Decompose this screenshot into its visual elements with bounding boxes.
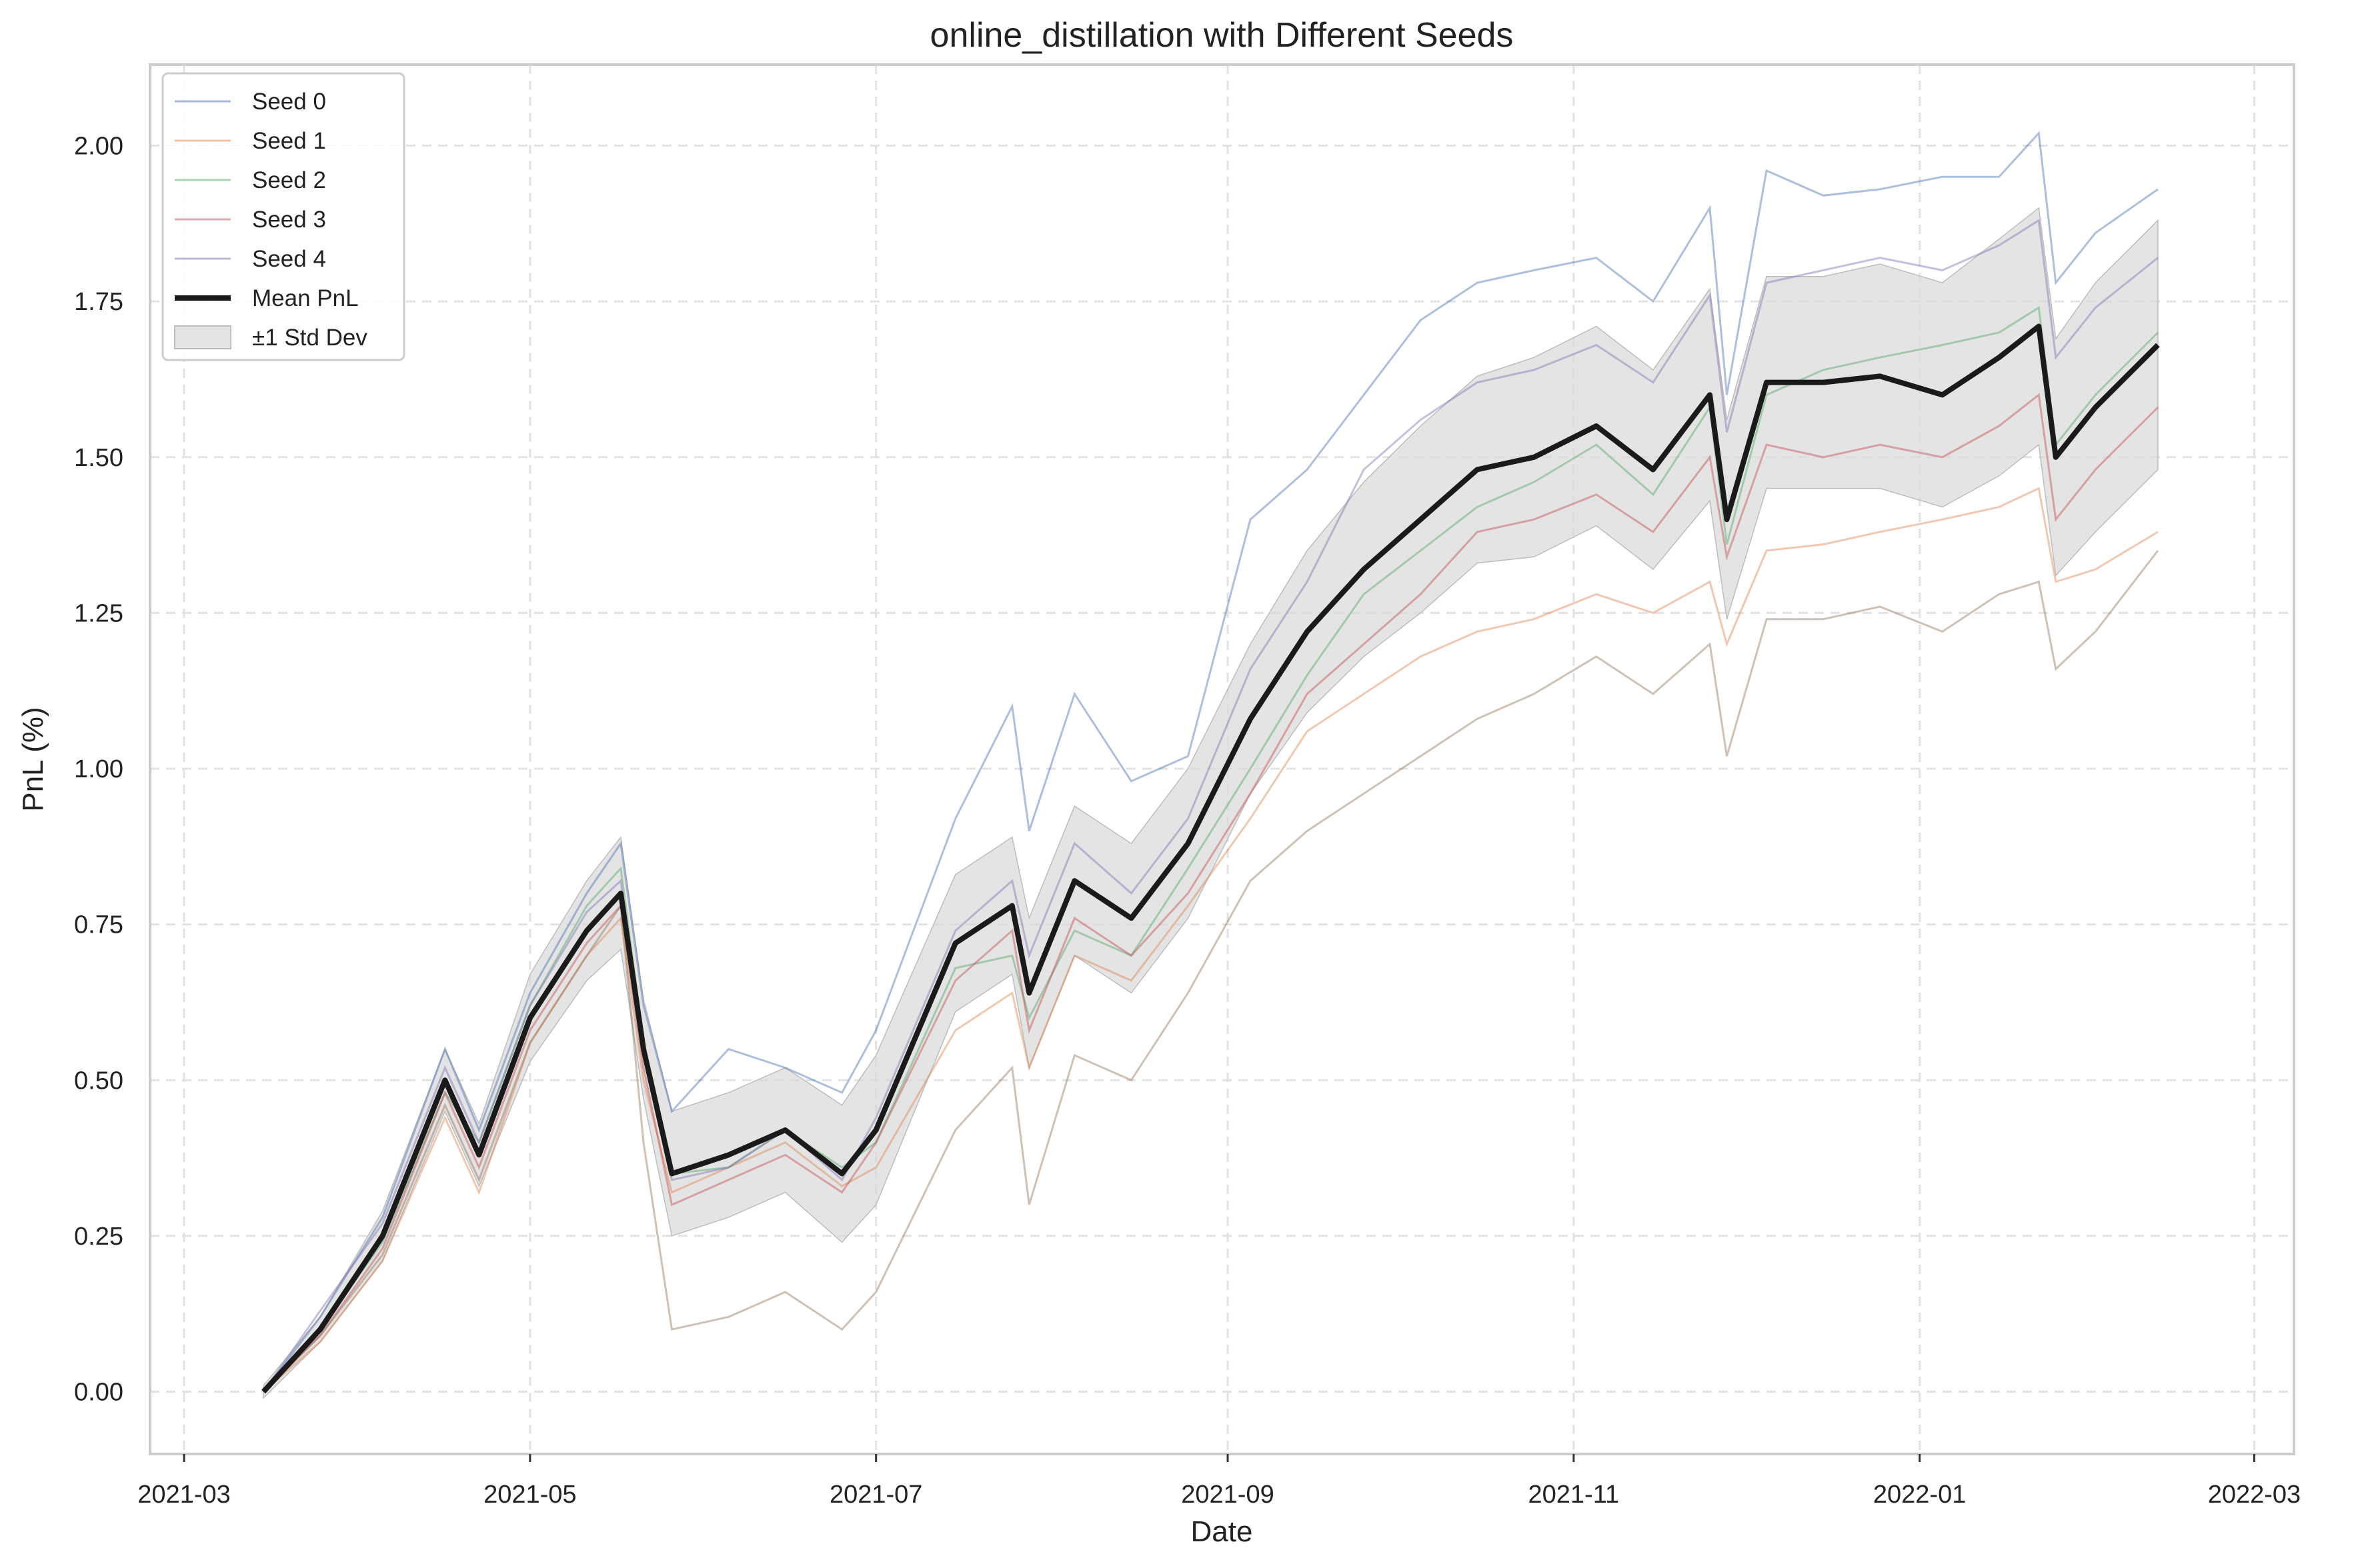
- seed-2-line: [262, 305, 2159, 1393]
- y-tick-label: 2.00: [74, 132, 123, 160]
- x-tick-label: 2021-09: [1181, 1481, 1274, 1509]
- seed-4-line: [262, 219, 2159, 1393]
- x-tick-label: 2022-03: [2208, 1481, 2301, 1509]
- mean-pnl-line: [261, 323, 2160, 1394]
- y-tick-label: 1.00: [74, 755, 123, 783]
- y-tick-label: 1.25: [74, 599, 123, 627]
- y-tick-label: 0.50: [74, 1067, 123, 1095]
- y-tick-label: 0.75: [74, 911, 123, 939]
- legend-label: Seed 0: [252, 89, 326, 115]
- seed-0-line: [262, 131, 2159, 1393]
- mean-line-group: [261, 323, 2160, 1394]
- legend: Seed 0 Seed 1 Seed 2 Seed 3 Seed 4 Mean PnL ±1…: [161, 72, 405, 361]
- legend-label: Seed 1: [252, 128, 326, 154]
- legend-box: [161, 72, 405, 361]
- seed-lines: [262, 131, 2159, 1393]
- x-tick-label: 2021-05: [483, 1481, 576, 1509]
- legend-label: ±1 Std Dev: [252, 325, 367, 351]
- y-tick-label: 0.25: [74, 1223, 123, 1251]
- legend-swatch: [174, 325, 231, 349]
- x-tick-label: 2021-07: [830, 1481, 922, 1509]
- x-tick-label: 2021-03: [137, 1481, 230, 1509]
- x-tick-label: 2021-11: [1528, 1481, 1620, 1509]
- legend-label: Seed 4: [252, 246, 326, 272]
- x-axis-ticks: 2021-03 2021-05 2021-07 2021-09 2021-11 2022-…: [137, 1454, 2301, 1509]
- y-tick-label: 1.50: [74, 444, 123, 472]
- x-tick-label: 2022-01: [1873, 1481, 1966, 1509]
- y-tick-label: 0.00: [74, 1379, 123, 1407]
- seed-5-line: [263, 549, 2159, 1393]
- y-axis-label: PnL (%): [17, 707, 49, 811]
- legend-label: Seed 2: [252, 167, 326, 193]
- y-axis-ticks: 0.00 0.25 0.50 0.75 1.00 1.25 1.50 1.75 2.00: [74, 132, 123, 1406]
- x-axis-label: Date: [1191, 1515, 1253, 1548]
- seed-1-line: [263, 487, 2159, 1393]
- y-tick-label: 1.75: [74, 288, 123, 316]
- legend-label: Mean PnL: [252, 285, 359, 311]
- plot-frame: [149, 63, 2295, 1455]
- chart-title: online_distillation with Different Seeds: [930, 16, 1514, 55]
- seed-3-line: [263, 393, 2159, 1393]
- legend-label: Seed 3: [252, 207, 326, 233]
